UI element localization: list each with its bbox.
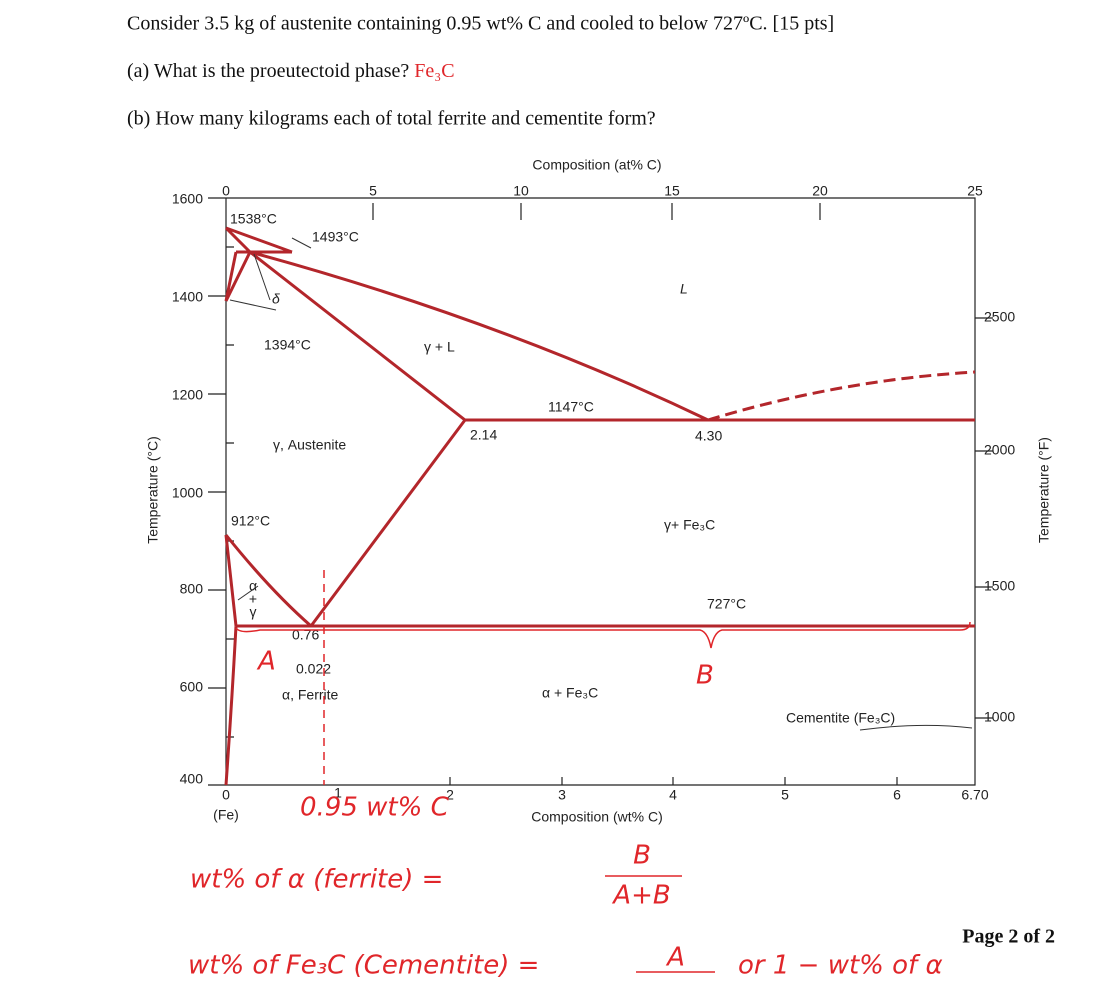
top-tick: 20 (812, 183, 828, 199)
region-label: + (249, 591, 257, 607)
bottom-tick: 5 (781, 787, 789, 803)
handwriting: A B 0.95 wt% C wt% of α (ferrite) = B A+… (188, 570, 971, 981)
right-tick: 1500 (984, 578, 1015, 594)
region-label: 0.76 (292, 627, 319, 643)
bottom-title: Composition (wt% C) (531, 809, 662, 825)
bottom-sub: (Fe) (213, 807, 239, 823)
phase-boundaries (224, 226, 975, 786)
left-tick: 1000 (172, 485, 203, 501)
region-label: γ, Austenite (273, 437, 346, 453)
region-label: δ (272, 291, 280, 307)
left-tick: 600 (180, 679, 204, 695)
bottom-tick: 2 (446, 787, 454, 803)
right-title: Temperature (°F) (1036, 437, 1052, 543)
region-label: 1493°C (312, 229, 359, 245)
bottom-tick: 1 (334, 785, 342, 801)
hw-composition: 0.95 wt% C (300, 793, 450, 823)
region-label: 4.30 (695, 428, 722, 444)
region-label: γ+ Fe₃C (664, 517, 715, 533)
region-label: α + Fe₃C (542, 685, 598, 701)
region-label: Cementite (Fe₃C) (786, 710, 895, 726)
phase-diagram: Composition (at% C) 0 5 10 15 20 25 1600… (145, 157, 1052, 825)
part-a: (a) What is the proeutectoid phase? Fe₃C (127, 60, 455, 82)
hw-b: B (696, 661, 714, 691)
right-tick: 2500 (984, 309, 1015, 325)
part-a-prompt: (a) What is the proeutectoid phase? (127, 60, 409, 82)
right-tick: 1000 (984, 709, 1015, 725)
right-tick: 2000 (984, 442, 1015, 458)
top-tick: 5 (369, 183, 377, 199)
left-title: Temperature (°C) (145, 436, 161, 544)
liquidus-dashed (707, 370, 976, 422)
region-label: 1394°C (264, 337, 311, 353)
region-label: 2.14 (470, 427, 497, 443)
question-title: Consider 3.5 kg of austenite containing … (127, 13, 834, 35)
hw-ferrite-eq: wt% of α (ferrite) = (190, 865, 443, 895)
left-tick: 1600 (172, 191, 203, 207)
hw-cementite-num: A (665, 943, 685, 973)
top-tick: 10 (513, 183, 529, 199)
region-label: γ (250, 604, 257, 620)
part-a-answer: Fe₃C (414, 60, 454, 82)
left-tick: 1400 (172, 289, 203, 305)
top-tick: 15 (664, 183, 680, 199)
axes (208, 197, 993, 786)
top-axis-title: Composition (at% C) (532, 157, 661, 173)
leader-lines (229, 237, 312, 601)
region-label: α (249, 578, 257, 594)
region-label: L (680, 281, 688, 297)
bottom-tick: 3 (558, 787, 566, 803)
hw-alt: or 1 − wt% of α (738, 951, 943, 981)
hw-a: A (256, 647, 276, 677)
left-tick: 800 (180, 581, 204, 597)
hw-ferrite-den: A+B (611, 881, 670, 911)
top-tick: 25 (967, 183, 983, 199)
hw-ferrite-num: B (633, 841, 651, 871)
left-tick: 400 (180, 771, 204, 787)
bottom-tick: 6.70 (961, 787, 988, 803)
region-label: 0.022 (296, 661, 331, 677)
part-b: (b) How many kilograms each of total fer… (127, 108, 656, 130)
region-label: γ + L (424, 339, 455, 355)
tie-line-brace (235, 621, 971, 649)
hw-cementite-eq: wt% of Fe₃C (Cementite) = (188, 951, 539, 981)
left-tick: 1200 (172, 387, 203, 403)
region-label: 1538°C (230, 211, 277, 227)
bottom-tick: 6 (893, 787, 901, 803)
top-tick: 0 (222, 183, 230, 199)
region-label: 1147°C (548, 399, 594, 415)
region-label: 912°C (231, 513, 270, 529)
region-label: 727°C (707, 596, 746, 612)
cementite-leader (859, 724, 973, 731)
bottom-tick: 0 (222, 787, 230, 803)
bottom-tick: 4 (669, 787, 677, 803)
region-label: α, Ferrite (282, 687, 339, 703)
page-number: Page 2 of 2 (962, 926, 1055, 948)
